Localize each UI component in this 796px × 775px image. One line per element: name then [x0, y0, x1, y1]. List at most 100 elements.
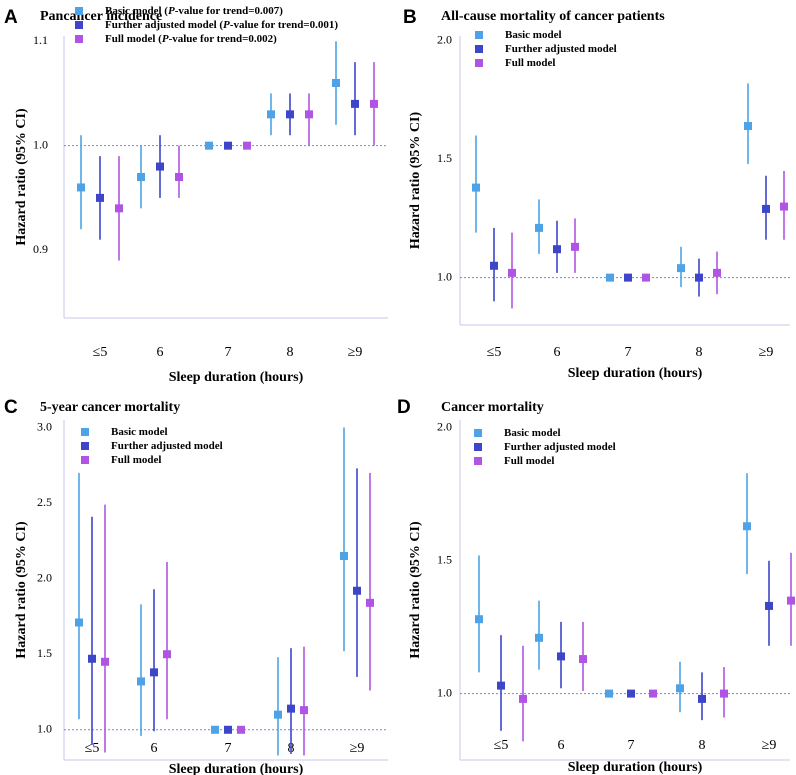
y-tick-label: 1.5 — [437, 151, 452, 165]
x-tick-label: ≥9 — [348, 345, 363, 360]
point-estimate — [535, 633, 543, 642]
point-estimate — [353, 586, 361, 595]
legend-text: Further adjusted model — [111, 440, 223, 452]
x-tick-label: 6 — [157, 345, 164, 360]
legend-swatch — [81, 456, 89, 464]
legend-entry: Further adjusted model — [505, 43, 617, 55]
y-axis-label: Hazard ratio (95% CI) — [14, 521, 29, 659]
y-tick-label: 2.0 — [37, 570, 52, 584]
y-tick-label: 1.5 — [437, 553, 452, 567]
point-estimate — [765, 601, 773, 610]
point-estimate — [605, 689, 613, 698]
y-tick-label: 2.0 — [437, 420, 452, 434]
x-tick-label: ≤5 — [494, 738, 509, 753]
legend-text: -value for trend=0.007) — [175, 5, 284, 17]
y-tick-label: 1.5 — [37, 646, 52, 660]
point-estimate — [553, 245, 561, 254]
point-estimate — [787, 596, 795, 605]
legend-swatch — [474, 457, 482, 465]
point-estimate — [224, 141, 232, 150]
legend-text: Further adjusted model — [504, 441, 616, 453]
legend-swatch — [475, 31, 483, 39]
y-tick-label: 0.9 — [33, 242, 48, 256]
legend-entry: Full model — [111, 454, 161, 466]
x-tick-label: 6 — [554, 345, 561, 360]
x-tick-label: 7 — [225, 345, 232, 360]
legend-text: Further adjusted model — [505, 43, 617, 55]
legend-text: Further adjusted model ( — [105, 19, 223, 31]
x-tick-label: ≥9 — [759, 345, 774, 360]
x-axis-label: Sleep duration (hours) — [169, 370, 304, 385]
legend-entry: Full model — [505, 57, 555, 69]
point-estimate — [475, 615, 483, 624]
point-estimate — [557, 652, 565, 661]
point-estimate — [237, 725, 245, 734]
point-estimate — [627, 689, 635, 698]
point-estimate — [274, 710, 282, 719]
point-estimate — [211, 725, 219, 734]
panel-c: C 5-year cancer mortality 1.0 1.5 2.0 2.5 3.0 ≤… — [4, 397, 388, 775]
point-estimate — [351, 99, 359, 108]
legend-swatch — [75, 21, 83, 29]
legend-swatch — [75, 7, 83, 15]
point-estimate — [150, 668, 158, 677]
point-estimate — [642, 273, 650, 282]
y-tick-label: 1.0 — [33, 137, 48, 151]
legend-text: Basic model — [504, 427, 561, 439]
point-estimate — [508, 268, 516, 277]
point-estimate — [780, 202, 788, 211]
legend-text: Basic model ( — [105, 5, 168, 17]
x-tick-label: 6 — [558, 738, 565, 753]
legend-text: Full model ( — [105, 33, 162, 45]
point-estimate — [649, 689, 657, 698]
legend-italic-text: P — [162, 33, 169, 45]
legend-swatch — [475, 45, 483, 53]
point-estimate — [490, 261, 498, 270]
x-tick-label: ≤5 — [93, 345, 108, 360]
point-estimate — [101, 657, 109, 666]
point-estimate — [287, 704, 295, 713]
panel-label: D — [397, 397, 411, 418]
chart-title: All-cause mortality of cancer patients — [441, 9, 665, 24]
x-tick-label: 8 — [699, 738, 706, 753]
x-tick-label: ≥9 — [762, 738, 777, 753]
x-tick-label: ≤5 — [85, 741, 100, 756]
y-axis-label: Hazard ratio (95% CI) — [14, 108, 29, 246]
chart-title: 5-year cancer mortality — [40, 400, 180, 415]
chart-title: Pancancer incidence — [40, 9, 162, 24]
legend-text: -value for trend=0.002) — [169, 33, 278, 45]
point-estimate — [340, 552, 348, 560]
chart-title: Cancer mortality — [441, 400, 544, 415]
legend-text: Basic model — [111, 426, 168, 438]
panel-a: A Pancancer incidence 0.9 1.0 1.1 ≤5 6 7 8 ≥9 Slee… — [4, 5, 388, 385]
legend-swatch — [474, 443, 482, 451]
point-estimate — [175, 173, 183, 181]
point-estimate — [366, 598, 374, 607]
point-estimate — [762, 204, 770, 213]
legend-text: Basic model — [505, 29, 562, 41]
point-estimate — [743, 522, 751, 531]
y-tick-label: 1.0 — [437, 269, 452, 283]
point-estimate — [571, 242, 579, 251]
legend-text: Full model — [111, 454, 161, 466]
point-estimate — [695, 273, 703, 282]
legend-swatch — [81, 428, 89, 436]
panel-label: B — [403, 7, 417, 28]
point-estimate — [720, 689, 728, 698]
point-estimate — [472, 183, 480, 192]
legend-entry: Further adjusted model — [504, 441, 616, 453]
legend-swatch — [475, 59, 483, 67]
legend-entry: Further adjusted model — [111, 440, 223, 452]
legend-italic-text: P — [223, 19, 230, 31]
legend-entry: Basic model — [111, 426, 168, 438]
point-estimate — [744, 122, 752, 131]
point-estimate — [698, 694, 706, 703]
point-estimate — [286, 110, 294, 119]
y-tick-label: 1.0 — [37, 722, 52, 736]
point-estimate — [88, 654, 96, 663]
legend-text: Full model — [504, 455, 554, 467]
x-tick-label: 7 — [628, 738, 635, 753]
point-estimate — [115, 204, 123, 213]
point-estimate — [267, 110, 275, 119]
